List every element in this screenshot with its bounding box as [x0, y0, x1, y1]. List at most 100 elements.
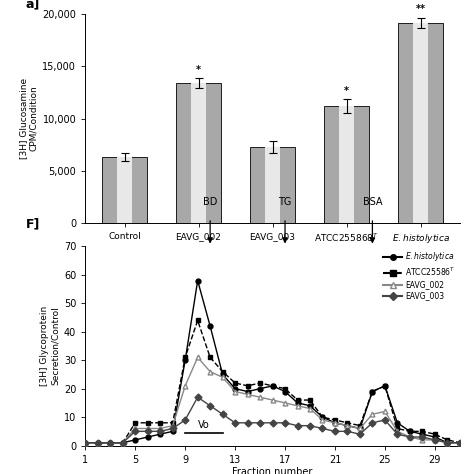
EAVG_002 — [357, 426, 363, 431]
Bar — [339, 106, 354, 223]
EAVG_002 — [120, 440, 126, 446]
ATCC25586$^T$ — [307, 397, 313, 403]
EAVG_003 — [282, 420, 288, 426]
ATCC25586$^T$ — [195, 318, 201, 323]
ATCC25586$^T$ — [394, 426, 400, 431]
EAVG_003 — [432, 437, 438, 443]
EAVG_003 — [232, 420, 238, 426]
EAVG_002 — [345, 423, 350, 428]
EAVG_002 — [108, 440, 113, 446]
EAVG_003 — [307, 423, 313, 428]
ATCC25586$^T$ — [108, 440, 113, 446]
$\it{E. histolytica}$ — [120, 440, 126, 446]
$\it{E. histolytica}$ — [232, 386, 238, 392]
EAVG_002 — [257, 394, 263, 400]
ATCC25586$^T$ — [157, 420, 163, 426]
ATCC25586$^T$ — [232, 380, 238, 386]
Text: F]: F] — [26, 218, 40, 230]
EAVG_002 — [432, 437, 438, 443]
Text: *: * — [196, 65, 201, 75]
EAVG_003 — [207, 403, 213, 409]
Text: BSA: BSA — [363, 197, 382, 207]
Bar — [398, 23, 443, 223]
EAVG_002 — [232, 389, 238, 394]
EAVG_003 — [108, 440, 113, 446]
$\it{E. histolytica}$ — [170, 428, 175, 434]
Line: ATCC25586$^T$: ATCC25586$^T$ — [83, 318, 462, 445]
X-axis label: Fraction number: Fraction number — [232, 467, 313, 474]
EAVG_002 — [157, 426, 163, 431]
EAVG_002 — [270, 397, 275, 403]
$\it{E. histolytica}$ — [145, 434, 151, 440]
$\it{E. histolytica}$ — [370, 389, 375, 394]
$\it{E. histolytica}$ — [445, 440, 450, 446]
Line: $\it{E. histolytica}$: $\it{E. histolytica}$ — [83, 278, 462, 445]
$\it{E. histolytica}$ — [195, 278, 201, 283]
$\it{E. histolytica}$ — [345, 423, 350, 428]
EAVG_003 — [120, 440, 126, 446]
EAVG_002 — [220, 374, 226, 380]
EAVG_003 — [157, 428, 163, 434]
EAVG_003 — [170, 426, 175, 431]
EAVG_002 — [195, 355, 201, 360]
EAVG_002 — [407, 434, 413, 440]
EAVG_002 — [282, 400, 288, 406]
EAVG_003 — [145, 428, 151, 434]
$\it{E. histolytica}$ — [394, 420, 400, 426]
Bar — [413, 23, 428, 223]
$\it{E. histolytica}$ — [282, 389, 288, 394]
EAVG_002 — [457, 440, 463, 446]
$\it{E. histolytica}$ — [207, 323, 213, 329]
EAVG_003 — [245, 420, 250, 426]
EAVG_002 — [245, 392, 250, 397]
EAVG_002 — [319, 417, 325, 423]
EAVG_002 — [170, 423, 175, 428]
EAVG_002 — [307, 406, 313, 411]
EAVG_003 — [370, 420, 375, 426]
Line: EAVG_003: EAVG_003 — [83, 395, 462, 445]
Bar — [265, 146, 280, 223]
ATCC25586$^T$ — [419, 428, 425, 434]
$\it{E. histolytica}$ — [382, 383, 388, 389]
Y-axis label: [3H] Glucosamine
CPM/Condition: [3H] Glucosamine CPM/Condition — [19, 78, 38, 159]
ATCC25586$^T$ — [445, 437, 450, 443]
$\it{E. histolytica}$ — [270, 383, 275, 389]
EAVG_002 — [207, 369, 213, 374]
$\it{E. histolytica}$ — [257, 386, 263, 392]
$\it{E. histolytica}$ — [132, 437, 138, 443]
$\it{E. histolytica}$ — [407, 428, 413, 434]
$\it{E. histolytica}$ — [319, 414, 325, 420]
$\it{E. histolytica}$ — [182, 357, 188, 363]
$\it{E. histolytica}$ — [357, 426, 363, 431]
ATCC25586$^T$ — [145, 420, 151, 426]
EAVG_003 — [382, 417, 388, 423]
EAVG_002 — [382, 409, 388, 414]
Line: EAVG_002: EAVG_002 — [83, 355, 462, 445]
Text: *: * — [344, 86, 349, 96]
ATCC25586$^T$ — [82, 440, 88, 446]
Bar — [324, 106, 369, 223]
$\it{E. histolytica}$ — [419, 431, 425, 437]
EAVG_002 — [95, 440, 100, 446]
ATCC25586$^T$ — [432, 431, 438, 437]
$\it{E. histolytica}$ — [307, 403, 313, 409]
ATCC25586$^T$ — [357, 423, 363, 428]
$\it{E. histolytica}$ — [332, 420, 338, 426]
Text: Vo: Vo — [198, 420, 210, 430]
$\it{E. histolytica}$ — [108, 440, 113, 446]
EAVG_003 — [82, 440, 88, 446]
Bar — [117, 157, 132, 223]
ATCC25586$^T$ — [170, 420, 175, 426]
EAVG_003 — [357, 431, 363, 437]
$\it{E. histolytica}$ — [432, 434, 438, 440]
EAVG_002 — [332, 420, 338, 426]
EAVG_003 — [195, 394, 201, 400]
Bar — [191, 83, 206, 223]
EAVG_003 — [407, 434, 413, 440]
EAVG_002 — [295, 403, 301, 409]
EAVG_003 — [319, 426, 325, 431]
$\it{E. histolytica}$ — [157, 431, 163, 437]
EAVG_003 — [394, 431, 400, 437]
ATCC25586$^T$ — [182, 355, 188, 360]
EAVG_003 — [182, 417, 188, 423]
